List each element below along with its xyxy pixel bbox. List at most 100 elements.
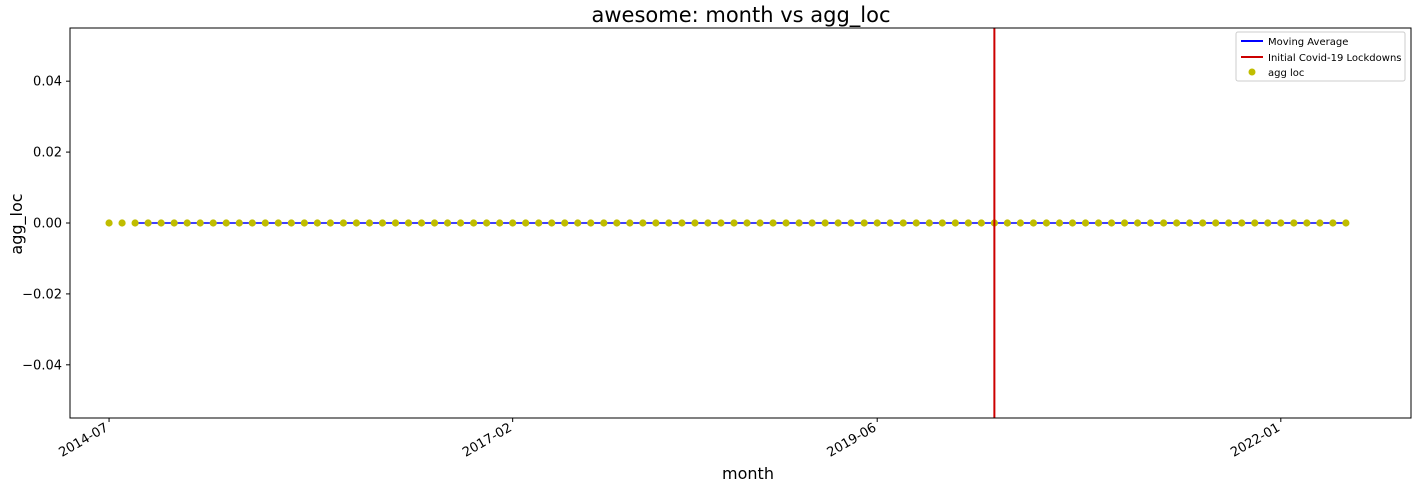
scatter-point [470, 219, 478, 227]
scatter-point [196, 219, 204, 227]
scatter-point [977, 219, 985, 227]
scatter-point [587, 219, 595, 227]
scatter-point [313, 219, 321, 227]
scatter-point [1225, 219, 1233, 227]
scatter-point [808, 219, 816, 227]
scatter-point [847, 219, 855, 227]
scatter-point [613, 219, 621, 227]
scatter-point [404, 219, 413, 227]
scatter-point [1212, 219, 1220, 227]
y-tick-label: 0.04 [33, 75, 62, 90]
scatter-point [756, 219, 764, 227]
scatter-point [886, 219, 894, 227]
legend-label-agg-loc: agg loc [1268, 68, 1304, 79]
scatter-point [873, 219, 881, 227]
scatter-point [509, 219, 517, 227]
scatter-point [209, 219, 217, 227]
scatter-point [1264, 219, 1272, 227]
scatter-point [443, 219, 452, 227]
scatter-point [561, 219, 569, 227]
scatter-point [352, 219, 361, 227]
scatter-point [1186, 219, 1194, 227]
scatter-point [1251, 219, 1259, 227]
scatter-point [235, 219, 243, 227]
legend-marker-agg-loc [1248, 68, 1256, 76]
scatter-point [222, 219, 230, 227]
scatter-point [417, 219, 426, 227]
scatter-point [964, 219, 972, 227]
legend: Moving Average Initial Covid-19 Lockdown… [1235, 31, 1406, 82]
y-tick-label: 0.02 [33, 146, 62, 161]
scatter-point [496, 219, 504, 227]
scatter-point [1120, 219, 1129, 227]
scatter-point [378, 219, 387, 227]
scatter-point [1277, 219, 1285, 227]
y-axis-label: agg_loc [7, 193, 27, 254]
y-tick-label: −0.04 [22, 358, 62, 373]
scatter-point [1094, 219, 1103, 227]
scatter-point [1238, 219, 1246, 227]
y-tick-label: −0.02 [22, 287, 62, 302]
scatter-point [548, 219, 556, 227]
scatter-point [1173, 219, 1181, 227]
scatter-point [795, 219, 803, 227]
scatter-point [430, 219, 439, 227]
scatter-point [1147, 219, 1155, 227]
scatter-point [899, 219, 907, 227]
legend-label-covid-lockdowns: Initial Covid-19 Lockdowns [1268, 53, 1402, 64]
scatter-point [1316, 219, 1324, 227]
scatter-point [912, 219, 920, 227]
scatter-point [1081, 219, 1090, 227]
scatter-point [938, 219, 946, 227]
scatter-point [131, 219, 139, 227]
scatter-point [1042, 219, 1051, 227]
scatter-point [287, 219, 295, 227]
scatter-point [1133, 219, 1142, 227]
legend-box [1235, 31, 1406, 82]
scatter-point [274, 219, 282, 227]
scatter-point [326, 219, 334, 227]
scatter-point [1016, 219, 1025, 227]
scatter-point [704, 219, 712, 227]
scatter-point [391, 219, 400, 227]
scatter-point [1342, 219, 1350, 227]
scatter-point [834, 219, 842, 227]
scatter-point [821, 219, 829, 227]
scatter-point [626, 219, 634, 227]
scatter-point [300, 219, 308, 227]
scatter-point [1029, 219, 1038, 227]
scatter-point [1199, 219, 1207, 227]
scatter-point [1003, 219, 1011, 227]
scatter-point [717, 219, 725, 227]
scatter-point [365, 219, 374, 227]
scatter-point [144, 219, 152, 227]
scatter-point [483, 219, 491, 227]
scatter-point [691, 219, 699, 227]
x-axis-label: month [722, 464, 774, 483]
scatter-point [522, 219, 530, 227]
scatter-point [782, 219, 790, 227]
scatter-point [600, 219, 608, 227]
scatter-point [1107, 219, 1116, 227]
scatter-point [665, 219, 673, 227]
scatter-point [105, 219, 113, 227]
plot-area [105, 28, 1350, 418]
scatter-point [574, 219, 582, 227]
scatter-point [261, 219, 269, 227]
scatter-point [535, 219, 543, 227]
scatter-point [1290, 219, 1298, 227]
scatter-point [652, 219, 660, 227]
scatter-point [118, 219, 126, 227]
chart-title: awesome: month vs agg_loc [591, 3, 890, 28]
scatter-point [860, 219, 868, 227]
scatter-point [925, 219, 933, 227]
scatter-point [183, 219, 191, 227]
scatter-point [743, 219, 751, 227]
scatter-point [1329, 219, 1337, 227]
scatter-point [730, 219, 738, 227]
scatter-point [456, 219, 465, 227]
y-tick-label: 0.00 [33, 217, 62, 232]
